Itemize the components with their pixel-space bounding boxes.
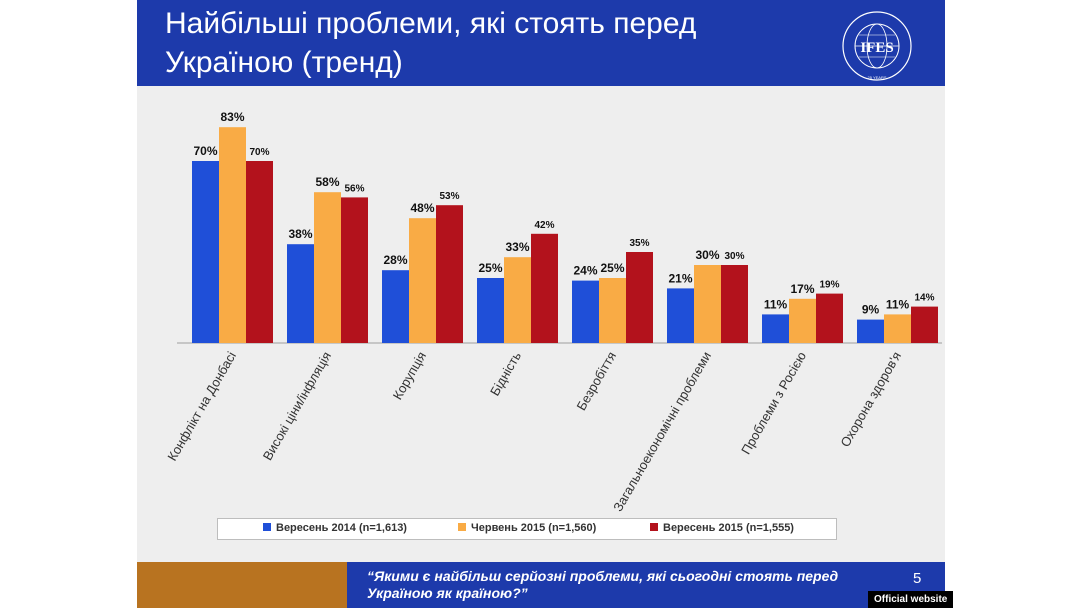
category-label: Проблеми з Росією (738, 349, 809, 457)
data-label: 70% (249, 147, 269, 158)
category-label: Безробіття (574, 349, 620, 413)
bar (219, 127, 246, 343)
bar-chart: 70% 83% 70% Конфлікт на Донбасі 38% 58% 56% Вис… (164, 110, 942, 514)
data-label: 70% (193, 144, 217, 158)
legend-swatch (650, 523, 658, 531)
bar (531, 233, 558, 343)
data-label: 56% (344, 183, 364, 194)
category-label: Бідність (487, 349, 524, 399)
data-label: 9% (862, 303, 880, 317)
data-label: 11% (764, 297, 788, 311)
bar (314, 192, 341, 343)
footer-accent-block (137, 562, 347, 608)
category-label: Загальноекономічні проблеми (610, 349, 714, 514)
category-label: Корупція (390, 349, 429, 402)
legend-swatch (263, 523, 271, 531)
legend-swatch (458, 523, 466, 531)
data-label: 42% (534, 220, 554, 231)
data-label: 33% (505, 240, 529, 254)
data-label: 58% (315, 175, 339, 189)
legend-label: Червень 2015 (n=1,560) (471, 522, 597, 534)
legend-item-sep-2015: Вересень 2015 (n=1,555) (650, 522, 794, 534)
slide: Найбільші проблеми, які стоять перед Укр… (137, 0, 945, 608)
bar (246, 161, 273, 343)
legend-label: Вересень 2015 (n=1,555) (663, 522, 794, 534)
page-number: 5 (913, 570, 922, 587)
bar (694, 265, 721, 343)
legend-item-jun-2015: Червень 2015 (n=1,560) (458, 522, 596, 534)
legend-item-sep-2014: Вересень 2014 (n=1,613) (263, 522, 407, 534)
logo-text: IFES (860, 40, 893, 56)
slide-title: Найбільші проблеми, які стоять перед Укр… (165, 7, 697, 79)
bar (884, 314, 911, 343)
bar (626, 252, 653, 343)
bar (911, 306, 938, 343)
data-label: 24% (573, 264, 597, 278)
data-label: 17% (790, 282, 814, 296)
bar (789, 298, 816, 343)
data-label: 30% (695, 248, 719, 262)
bar (192, 161, 219, 343)
ifes-logo: IFES 25 YEARS (842, 11, 912, 81)
data-label: 35% (629, 238, 649, 249)
bar (287, 244, 314, 343)
category-label: Охорона здоров'я (837, 349, 904, 450)
data-label: 53% (439, 191, 459, 202)
data-label: 48% (410, 201, 434, 215)
data-label: 30% (724, 251, 744, 262)
logo-years: 25 YEARS (867, 75, 886, 80)
survey-question: “Якими є найбільш серйозні проблеми, які… (367, 568, 839, 601)
bar (816, 293, 843, 343)
bar (504, 257, 531, 343)
official-website-badge: Official website (868, 591, 954, 608)
data-label: 19% (819, 280, 839, 291)
bar (857, 319, 884, 343)
bar (599, 278, 626, 343)
data-label: 25% (478, 261, 502, 275)
bar (382, 270, 409, 343)
data-label: 14% (914, 293, 934, 304)
bar (667, 288, 694, 343)
data-label: 28% (383, 253, 407, 267)
legend-label: Вересень 2014 (n=1,613) (276, 522, 407, 534)
data-label: 38% (288, 227, 312, 241)
bar (721, 265, 748, 343)
bar (436, 205, 463, 343)
header-bar: Найбільші проблеми, які стоять перед Укр… (137, 0, 945, 86)
bar (477, 278, 504, 343)
data-label: 83% (220, 110, 244, 124)
chart-legend: Вересень 2014 (n=1,613) Червень 2015 (n=… (217, 518, 837, 540)
category-label: Конфлікт на Донбасі (164, 349, 239, 463)
data-label: 25% (600, 261, 624, 275)
bar (341, 197, 368, 343)
category-label: Високі ціни/інфляція (260, 349, 334, 463)
data-label: 11% (886, 297, 910, 311)
bar (409, 218, 436, 343)
bar (762, 314, 789, 343)
data-label: 21% (668, 271, 692, 285)
bar (572, 280, 599, 343)
footer-bar: “Якими є найбільш серйозні проблеми, які… (347, 562, 945, 608)
